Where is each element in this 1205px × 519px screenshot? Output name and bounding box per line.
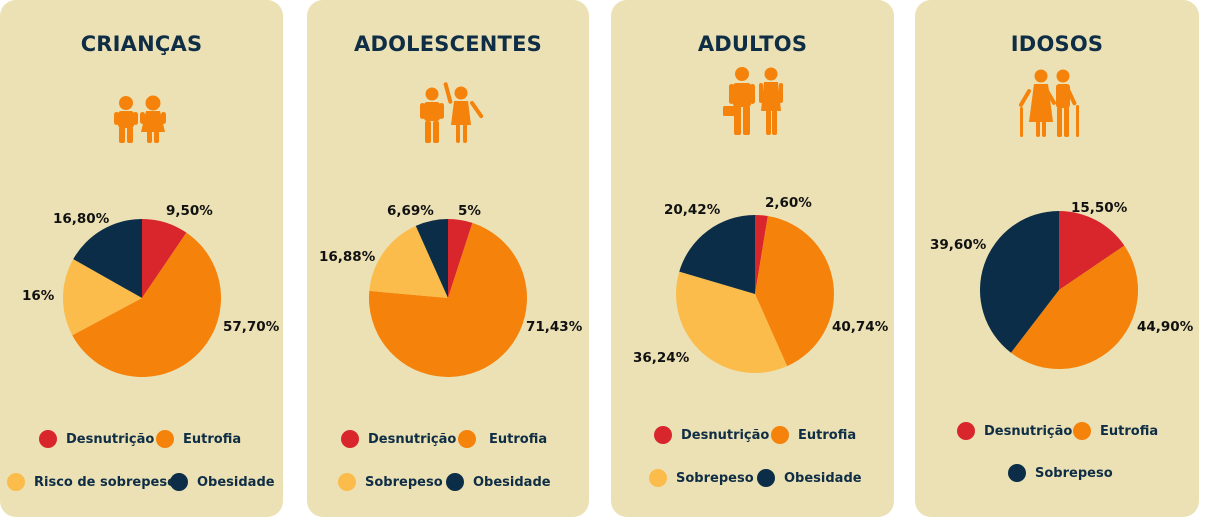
adults-icon [723,67,783,135]
data-label-desnutricao: 2,60% [765,195,812,211]
data-label-risco-de-sobrepeso: 16% [22,288,55,304]
pie-slice-obesidade [415,219,448,298]
legend-swatch [771,426,789,444]
chart-title: CRIANÇAS [80,32,203,56]
legend-label: Sobrepeso [1035,465,1113,481]
legend-item-desnutricao: Desnutrição [654,426,769,444]
data-label-desnutricao: 15,50% [1071,200,1128,216]
data-label-obesidade: 16,80% [53,211,110,227]
pie-slice-obesidade [73,219,142,298]
legend-label: Desnutrição [681,427,770,443]
data-label-obesidade: 20,42% [664,202,721,218]
data-label-obesidade: 6,69% [387,203,434,219]
legend-label: Sobrepeso [365,474,443,490]
legend-item-sobrepeso: Sobrepeso [1008,464,1113,482]
legend-item-sobrepeso: Sobrepeso [338,473,443,491]
elderly-icon [1019,69,1079,137]
legend-label: Desnutrição [66,431,155,447]
data-label-sobrepeso: 39,60% [930,237,987,253]
legend-swatch [458,430,476,448]
legend-label: Eutrofia [1100,423,1159,439]
legend-item-risco-de-sobrepeso: Risco de sobrepeso [7,473,176,491]
legend-item-eutrofia: Eutrofia [771,426,856,444]
legend-swatch [170,473,188,491]
pie-slice-desnutricao [755,215,768,294]
legend-label: Sobrepeso [676,470,754,486]
legend-swatch [757,469,775,487]
data-label-desnutricao: 9,50% [166,203,213,219]
pie-slice-desnutricao [142,219,187,298]
legend-label: Obesidade [784,470,862,486]
teenagers-icon [420,82,484,143]
pie-slice-eutrofia [369,222,528,378]
legend-label: Obesidade [473,474,551,490]
legend-label: Obesidade [197,474,275,490]
legend-swatch [649,469,667,487]
pie-chart [63,219,222,378]
pie-chart [676,215,834,373]
legend-label: Eutrofia [489,431,548,447]
data-label-sobrepeso: 16,88% [319,249,376,265]
pie-chart [369,219,528,378]
data-label-eutrofia: 44,90% [1137,319,1194,335]
legend-swatch [341,430,359,448]
children-icon [114,95,166,143]
pie-slice-sobrepeso [369,225,448,298]
data-label-eutrofia: 71,43% [526,319,583,335]
chart-card-idosos: IDOSOS 15,50% 44,90% 39,60% Desnutrição … [915,0,1199,517]
legend-item-obesidade: Obesidade [170,473,275,491]
legend-label: Eutrofia [183,431,242,447]
legend-item-desnutricao: Desnutrição [341,430,456,448]
pie-slice-eutrofia [755,216,834,367]
data-label-desnutricao: 5% [458,203,481,219]
pie-slice-eutrofia [1010,245,1139,370]
legend-swatch [1073,422,1091,440]
legend-label: Risco de sobrepeso [34,474,177,490]
chart-title: IDOSOS [1010,32,1104,56]
legend-item-eutrofia: Eutrofia [156,430,241,448]
chart-title: ADOLESCENTES [354,32,542,56]
legend-swatch [338,473,356,491]
legend-swatch [446,473,464,491]
legend-item-eutrofia: Eutrofia [458,430,547,448]
pie-chart [979,210,1139,370]
legend-label: Desnutrição [368,431,457,447]
legend-label: Eutrofia [798,427,857,443]
data-label-sobrepeso: 36,24% [633,350,690,366]
pie-slice-eutrofia [72,232,222,378]
legend-swatch [654,426,672,444]
legend-item-obesidade: Obesidade [757,469,862,487]
legend-item-obesidade: Obesidade [446,473,551,491]
legend-swatch [39,430,57,448]
legend-swatch [7,473,25,491]
pie-slice-desnutricao [448,219,473,298]
pie-slice-risco-de-sobrepeso [63,259,142,336]
legend-item-desnutricao: Desnutrição [957,422,1072,440]
chart-card-criancas: CRIANÇAS 9,50% 57,70% 16% 16,80% Desnutr… [0,0,283,517]
data-label-eutrofia: 40,74% [832,319,889,335]
pie-slice-sobrepeso [676,271,788,373]
chart-card-adultos: ADULTOS 2,60% 40,74% 36,24% 20,42% Desnu… [611,0,894,517]
legend-swatch [1008,464,1026,482]
chart-card-adolescentes: ADOLESCENTES 5% 71,43% 16,88% 6,69% Desn… [307,0,589,517]
legend-swatch [957,422,975,440]
data-label-eutrofia: 57,70% [223,319,280,335]
pie-slice-obesidade [679,215,755,294]
legend-item-sobrepeso: Sobrepeso [649,469,754,487]
legend-item-eutrofia: Eutrofia [1073,422,1158,440]
pie-slice-sobrepeso [979,210,1059,353]
legend-swatch [156,430,174,448]
legend-item-desnutricao: Desnutrição [39,430,154,448]
chart-title: ADULTOS [697,32,808,56]
pie-slice-desnutricao [1059,211,1125,290]
legend-label: Desnutrição [984,423,1073,439]
